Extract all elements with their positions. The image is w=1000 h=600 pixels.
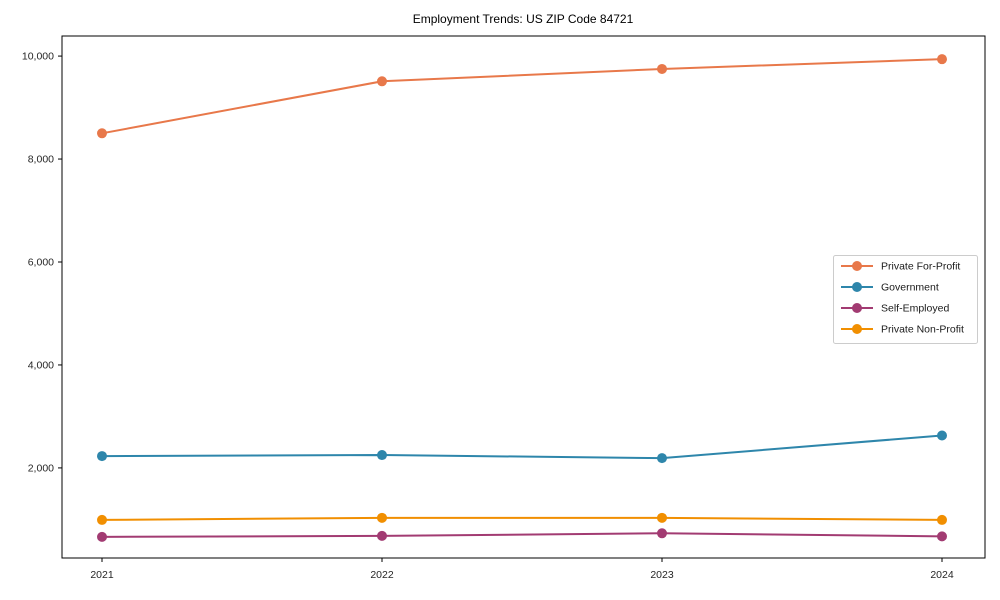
data-point-self-employed-2023 [657,528,667,539]
data-point-private-for-profit-2021 [97,128,107,139]
legend-label: Private Non-Profit [881,324,964,336]
plot-border [61,35,986,559]
y-tick-label: 2,000 [28,462,54,474]
data-point-self-employed-2021 [97,531,107,542]
data-point-private-non-profit-2022 [377,512,387,523]
legend-label: Private For-Profit [881,261,960,273]
series-line-private-non-profit [101,516,943,521]
data-point-private-non-profit-2024 [937,514,947,525]
data-point-government-2022 [377,450,387,461]
y-tick-label: 10,000 [22,51,54,63]
legend-label: Self-Employed [881,303,949,315]
chart-title: Employment Trends: US ZIP Code 84721 [413,12,634,26]
x-tick-label: 2022 [370,569,394,581]
legend-marker-swatch [852,261,862,271]
data-point-private-for-profit-2023 [657,63,667,74]
data-point-self-employed-2022 [377,530,387,541]
x-tick-label: 2021 [90,569,114,581]
data-point-private-for-profit-2024 [937,54,947,65]
data-point-government-2021 [97,451,107,462]
y-tick-label: 6,000 [28,256,54,268]
legend-box [833,255,978,344]
x-tick-label: 2023 [650,569,674,581]
plot-area: 2,000 4,000 6,000 8,000 10,000 2021 2022 2023 20… [22,35,986,581]
series-line-self-employed [101,532,943,538]
series-line-private-for-profit [101,58,943,135]
y-tick-label: 8,000 [28,154,54,166]
legend-label: Government [881,282,939,294]
y-tick-label: 4,000 [28,359,54,371]
legend-marker-swatch [852,324,862,334]
x-tick-label: 2024 [930,569,954,581]
data-point-government-2023 [657,453,667,464]
data-point-private-non-profit-2023 [657,512,667,523]
data-point-government-2024 [937,430,947,441]
data-point-private-non-profit-2021 [97,514,107,525]
data-point-private-for-profit-2022 [377,76,387,87]
legend-marker-swatch [852,303,862,313]
series-line-government [101,434,943,460]
data-point-self-employed-2024 [937,531,947,542]
legend-marker-swatch [852,282,862,292]
